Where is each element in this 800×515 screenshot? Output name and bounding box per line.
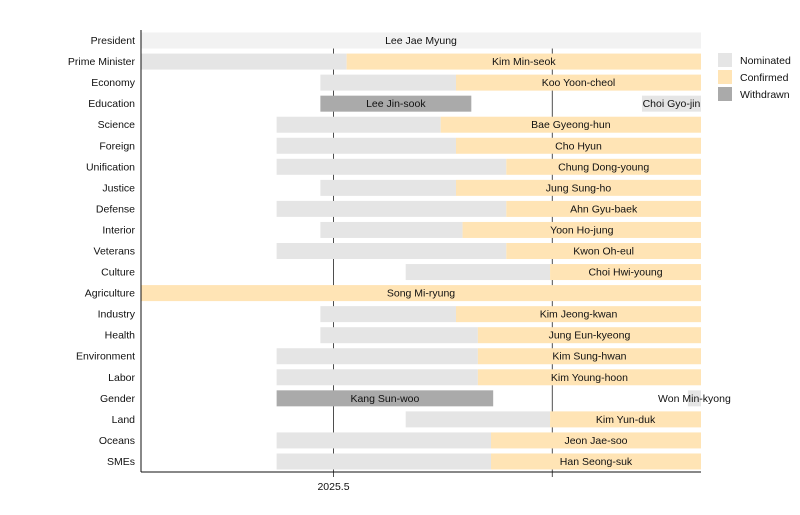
bar-confirmed: [346, 53, 701, 70]
bar-nominated: [276, 432, 491, 449]
bar-label: Yoon Ho-jung: [550, 224, 613, 236]
legend-label: Confirmed: [740, 72, 789, 84]
bar-nominated: [276, 243, 507, 259]
bar-confirmed: [477, 369, 701, 386]
bar-confirmed: [506, 243, 701, 259]
bar-label: Song Mi-ryung: [387, 288, 455, 300]
bar-nominated: [320, 179, 456, 196]
axes: 2025.5: [140, 30, 701, 493]
legend-swatch-confirmed: [718, 70, 732, 84]
ministry-label: Culture: [101, 267, 135, 279]
legend-swatch-nominated: [718, 53, 732, 67]
ministry-label: Labor: [108, 372, 135, 384]
bar-nominated: [276, 116, 441, 133]
ministry-label: Health: [105, 330, 136, 342]
ministry-label: Industry: [98, 309, 136, 321]
bar-label: Ahn Gyu-baek: [570, 203, 638, 215]
ministry-label: Land: [112, 414, 136, 426]
bar-confirmed: [456, 306, 701, 323]
bar-confirmed: [506, 158, 701, 175]
bar-nominated: [141, 53, 347, 70]
bar-nominated: [276, 348, 478, 365]
ministry-label: Science: [98, 119, 136, 131]
bar-label: Kim Sung-hwan: [552, 351, 626, 363]
bar-confirmed: [506, 200, 701, 217]
bar-label: Han Seong-suk: [560, 456, 633, 468]
bar-confirmed: [456, 74, 701, 91]
bar-confirmed: [477, 327, 701, 344]
bar-label: Bae Gyeong-hun: [531, 119, 611, 131]
bar-nominated: [320, 306, 456, 323]
bar-label: Won Min-kyong: [658, 393, 731, 405]
ministry-label: SMEs: [107, 456, 135, 468]
bar-nominated: [320, 221, 463, 238]
bars: Lee Jae Myung Kim Min-seok Koo Yoon-cheol L…: [141, 32, 731, 470]
bar-label: Koo Yoon-cheol: [542, 77, 616, 89]
legend-label: Withdrawn: [740, 89, 790, 101]
bar-label: Jeon Jae-soo: [564, 435, 627, 447]
bar-confirmed: [491, 453, 701, 470]
bar-label: Kim Yun-duk: [596, 414, 656, 426]
ministry-label: Foreign: [99, 140, 135, 152]
bar-label: Kwon Oh-eul: [573, 246, 634, 258]
ministry-label: Veterans: [94, 246, 135, 258]
ministry-label: President: [91, 35, 135, 47]
ministry-label: Prime Minister: [68, 56, 136, 68]
y-axis-labels: President Prime Minister Economy Education S…: [68, 35, 136, 468]
bar-nominated: [276, 369, 478, 386]
bar-label: Choi Hwi-young: [588, 267, 662, 279]
bar-nominated: [276, 453, 491, 470]
bar-withdrawn: [276, 390, 494, 407]
bar-nominated: [687, 390, 701, 407]
bar-label: Kim Min-seok: [492, 56, 556, 68]
bar-confirmed: [550, 264, 701, 281]
bar-nominated: [276, 200, 507, 217]
bar-withdrawn: [320, 95, 472, 112]
ministry-label: Economy: [91, 77, 136, 89]
bar-label: Jung Sung-ho: [546, 182, 612, 194]
bar-nominated: [405, 411, 551, 428]
bar-label: Lee Jin-sook: [366, 98, 426, 110]
bar-confirmed: [462, 221, 701, 238]
legend-label: Nominated: [740, 55, 791, 67]
bar-label: Jung Eun-kyeong: [549, 330, 631, 342]
bar-nominated: [276, 137, 456, 154]
bar-label: Lee Jae Myung: [385, 35, 457, 47]
bar-confirmed: [141, 285, 701, 302]
bar-confirmed: [550, 411, 701, 428]
bar-label: Kim Young-hoon: [551, 372, 628, 384]
bar-confirmed: [440, 116, 701, 133]
bar-confirmed: [456, 179, 701, 196]
bar-nominated: [320, 74, 456, 91]
ministry-label: Justice: [102, 182, 135, 194]
ministry-label: Gender: [100, 393, 136, 405]
bar-confirmed: [491, 432, 701, 449]
ministry-label: Interior: [102, 224, 135, 236]
bar-label: Chung Dong-young: [558, 161, 649, 173]
bar-label: Cho Hyun: [555, 140, 602, 152]
x-tick-label: 2025.5: [317, 481, 349, 493]
bar-nominated: [276, 158, 507, 175]
ministry-label: Agriculture: [85, 288, 135, 300]
bar-nominated: [405, 264, 551, 281]
ministry-label: Oceans: [99, 435, 135, 447]
ministry-label: Environment: [76, 351, 135, 363]
ministry-label: Unification: [86, 161, 135, 173]
bar-confirmed: [477, 348, 701, 365]
bar-incumbent: [141, 32, 701, 49]
bar-nominated: [641, 95, 701, 112]
bar-nominated: [320, 327, 478, 344]
ministry-label: Education: [88, 98, 135, 110]
bar-label: Kang Sun-woo: [350, 393, 419, 405]
ministry-label: Defense: [96, 203, 135, 215]
bar-label: Kim Jeong-kwan: [540, 309, 618, 321]
legend-swatch-withdrawn: [718, 87, 732, 101]
legend: Nominated Confirmed Withdrawn: [718, 53, 791, 101]
bar-confirmed: [456, 137, 701, 154]
bar-label: Choi Gyo-jin: [643, 98, 701, 110]
